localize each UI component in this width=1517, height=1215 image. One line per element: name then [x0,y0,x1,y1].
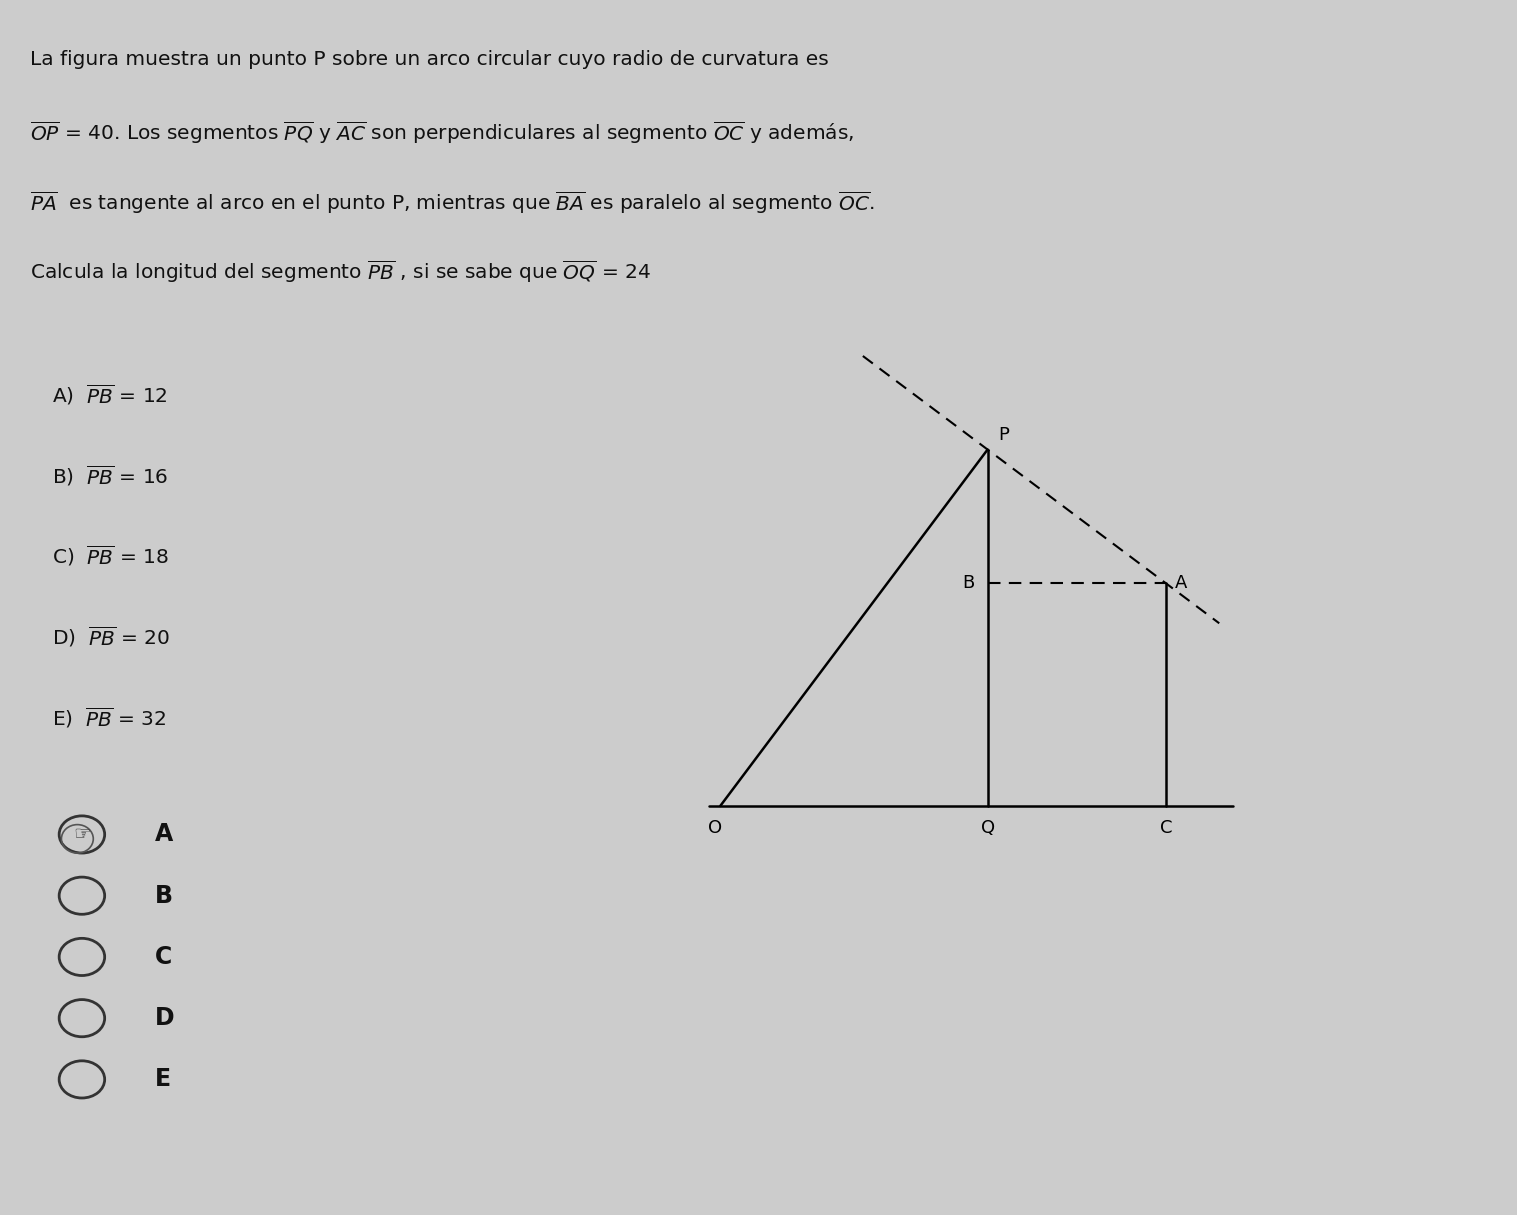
Text: D: D [155,1006,174,1030]
Text: D)  $\overline{PB}$ = 20: D) $\overline{PB}$ = 20 [52,625,170,649]
Text: La figura muestra un punto P sobre un arco circular cuyo radio de curvatura es: La figura muestra un punto P sobre un ar… [30,50,830,68]
Text: O: O [707,819,722,837]
Text: C: C [1159,819,1173,837]
Text: C: C [155,945,171,968]
Text: $\overline{OP}$ = 40. Los segmentos $\overline{PQ}$ y $\overline{AC}$ son perpen: $\overline{OP}$ = 40. Los segmentos $\ov… [30,119,854,146]
Text: B)  $\overline{PB}$ = 16: B) $\overline{PB}$ = 16 [52,463,168,487]
Text: A)  $\overline{PB}$ = 12: A) $\overline{PB}$ = 12 [52,382,168,407]
Text: E: E [155,1068,171,1091]
Text: B: B [155,883,173,908]
Text: A: A [1174,575,1188,592]
Text: ☞: ☞ [73,825,91,844]
Text: B: B [962,575,974,592]
Text: Calcula la longitud del segmento $\overline{PB}$ , si se sabe que $\overline{OQ}: Calcula la longitud del segmento $\overl… [30,258,651,286]
Text: P: P [998,426,1010,443]
Text: E)  $\overline{PB}$ = 32: E) $\overline{PB}$ = 32 [52,706,167,730]
Text: C)  $\overline{PB}$ = 18: C) $\overline{PB}$ = 18 [52,543,168,569]
Text: $\overline{PA}$  es tangente al arco en el punto P, mientras que $\overline{BA}$: $\overline{PA}$ es tangente al arco en e… [30,188,875,215]
Text: Q: Q [980,819,995,837]
Text: A: A [155,823,173,847]
